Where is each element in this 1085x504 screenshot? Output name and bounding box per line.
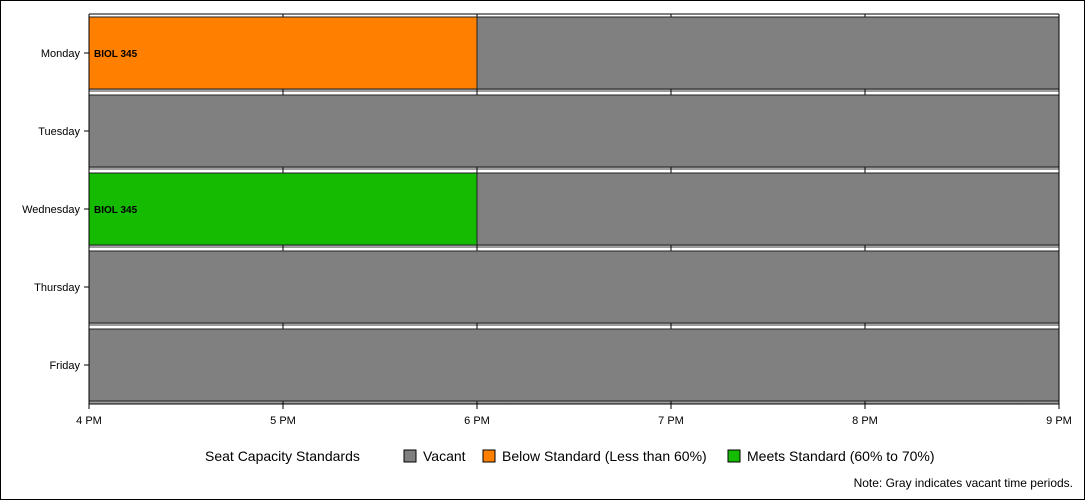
bar-monday-below-0 (88, 16, 478, 90)
x-tick-label-2: 6 PM (464, 415, 490, 427)
y-tick-label-friday: Friday (49, 360, 80, 372)
y-tick-label-thursday: Thursday (34, 282, 80, 294)
legend-swatch-meets (727, 449, 741, 463)
bar-friday-vacant-6 (88, 328, 1060, 402)
bar-wednesday-vacant-4 (476, 172, 1060, 246)
bar-label-wednesday: BIOL 345 (94, 205, 138, 216)
legend-label-meets: Meets Standard (60% to 70%) (747, 448, 935, 464)
legend-swatch-vacant (403, 449, 417, 463)
x-tick-label-4: 8 PM (852, 415, 878, 427)
y-tick-label-monday: Monday (41, 48, 81, 60)
legend-title: Seat Capacity Standards (205, 448, 360, 464)
x-tick-label-5: 9 PM (1046, 415, 1072, 427)
legend-swatch-below (482, 449, 496, 463)
bar-monday-vacant-1 (476, 16, 1060, 90)
x-tick-label-3: 7 PM (658, 415, 684, 427)
legend-label-vacant: Vacant (423, 448, 466, 464)
bar-tuesday-vacant-2 (88, 94, 1060, 168)
y-tick-label-wednesday: Wednesday (22, 204, 80, 216)
bar-label-monday: BIOL 345 (94, 49, 138, 60)
x-tick-label-0: 4 PM (76, 415, 102, 427)
legend-label-below: Below Standard (Less than 60%) (502, 448, 707, 464)
bar-thursday-vacant-5 (88, 250, 1060, 324)
y-tick-label-tuesday: Tuesday (38, 126, 80, 138)
x-tick-label-1: 5 PM (270, 415, 296, 427)
bar-wednesday-meets-3 (88, 172, 478, 246)
chart-note: Note: Gray indicates vacant time periods… (854, 476, 1073, 490)
